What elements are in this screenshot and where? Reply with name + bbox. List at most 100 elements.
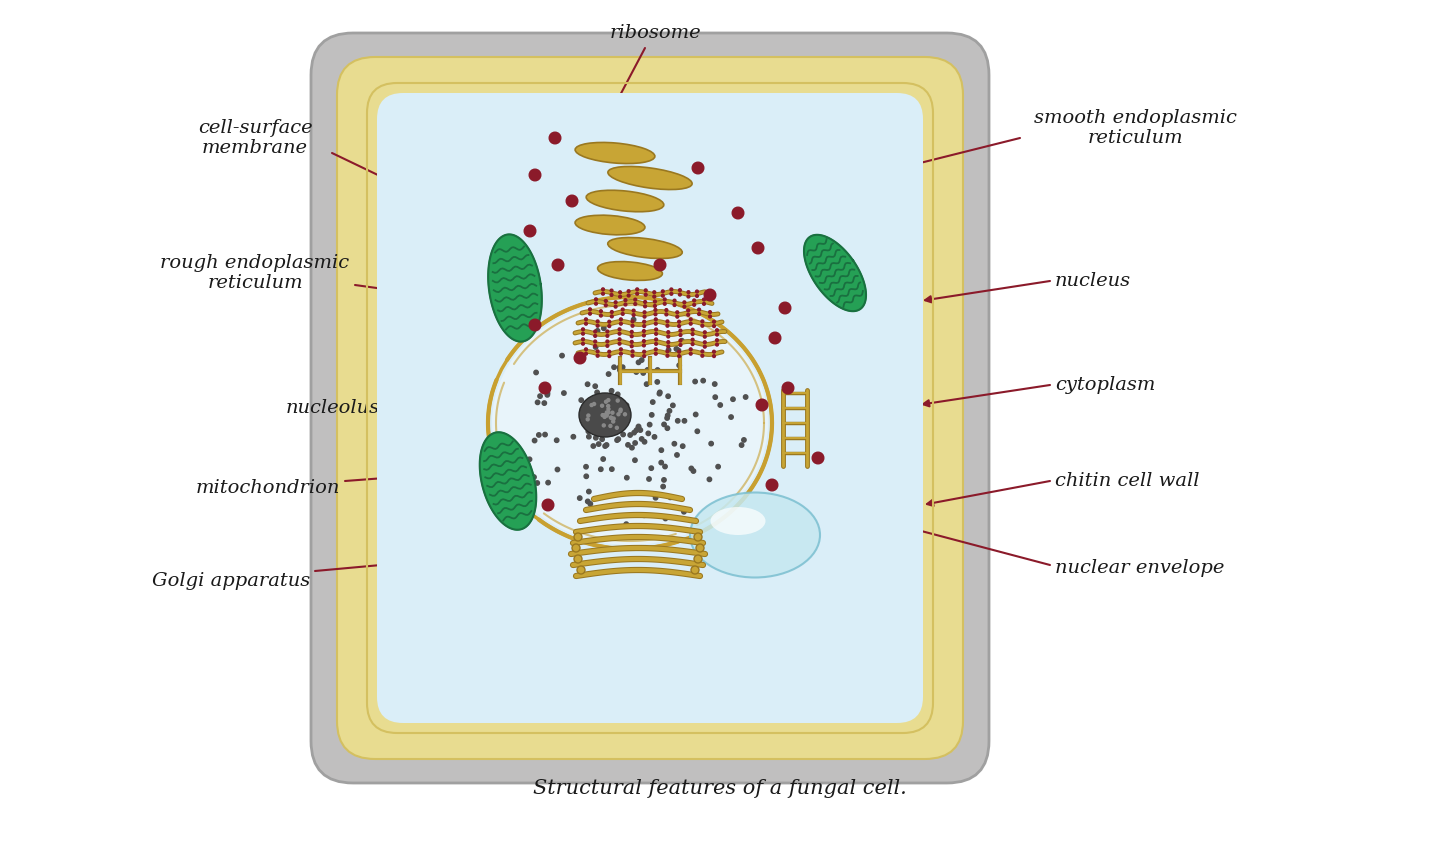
Circle shape xyxy=(603,427,608,432)
Circle shape xyxy=(654,309,657,311)
Circle shape xyxy=(621,432,625,437)
Circle shape xyxy=(618,365,622,369)
Circle shape xyxy=(589,308,592,311)
Circle shape xyxy=(693,303,696,306)
Circle shape xyxy=(606,335,609,337)
Circle shape xyxy=(687,314,690,316)
Circle shape xyxy=(703,330,706,334)
Circle shape xyxy=(596,354,599,357)
Circle shape xyxy=(615,438,619,443)
Circle shape xyxy=(593,345,596,347)
Circle shape xyxy=(698,309,700,311)
Circle shape xyxy=(572,544,580,552)
Circle shape xyxy=(588,502,592,506)
Circle shape xyxy=(631,345,634,347)
Circle shape xyxy=(600,405,603,407)
Circle shape xyxy=(629,445,634,450)
Circle shape xyxy=(701,379,706,383)
Circle shape xyxy=(708,442,713,446)
Circle shape xyxy=(611,416,613,420)
Circle shape xyxy=(680,330,683,332)
Circle shape xyxy=(644,293,647,296)
Circle shape xyxy=(562,391,566,395)
Circle shape xyxy=(602,288,605,291)
Circle shape xyxy=(602,293,605,295)
Circle shape xyxy=(596,442,600,446)
Circle shape xyxy=(619,352,622,355)
Circle shape xyxy=(713,351,716,353)
Circle shape xyxy=(680,339,684,343)
Circle shape xyxy=(624,298,626,302)
Circle shape xyxy=(612,417,615,420)
Circle shape xyxy=(730,397,736,401)
Circle shape xyxy=(632,431,636,435)
Circle shape xyxy=(642,344,645,346)
Circle shape xyxy=(645,382,649,386)
Circle shape xyxy=(667,325,668,327)
Circle shape xyxy=(586,429,590,433)
Circle shape xyxy=(595,298,598,301)
Circle shape xyxy=(616,437,621,442)
Circle shape xyxy=(605,411,609,414)
Circle shape xyxy=(713,320,716,323)
Circle shape xyxy=(593,340,596,343)
Circle shape xyxy=(527,457,531,461)
Circle shape xyxy=(595,329,600,333)
Circle shape xyxy=(665,309,668,311)
Circle shape xyxy=(554,438,559,443)
Circle shape xyxy=(539,382,550,394)
Circle shape xyxy=(667,320,668,323)
Circle shape xyxy=(605,414,608,417)
Circle shape xyxy=(713,395,717,400)
Circle shape xyxy=(596,350,599,352)
Circle shape xyxy=(619,322,622,325)
Circle shape xyxy=(655,332,658,336)
Circle shape xyxy=(613,421,618,425)
Circle shape xyxy=(687,295,690,298)
Circle shape xyxy=(658,390,662,395)
Circle shape xyxy=(605,299,608,303)
Circle shape xyxy=(716,333,719,336)
Circle shape xyxy=(667,330,670,334)
Circle shape xyxy=(639,437,644,441)
Circle shape xyxy=(716,464,720,469)
Ellipse shape xyxy=(608,238,683,259)
Circle shape xyxy=(631,341,634,343)
Circle shape xyxy=(667,345,670,348)
Circle shape xyxy=(683,301,685,303)
Circle shape xyxy=(619,348,622,351)
Circle shape xyxy=(628,294,631,297)
Circle shape xyxy=(690,348,693,351)
Circle shape xyxy=(605,443,609,447)
Circle shape xyxy=(691,343,694,346)
Circle shape xyxy=(622,418,626,422)
Circle shape xyxy=(546,393,550,397)
Circle shape xyxy=(605,413,608,416)
Circle shape xyxy=(585,348,588,351)
Circle shape xyxy=(624,303,626,306)
Circle shape xyxy=(611,416,615,420)
Circle shape xyxy=(713,382,717,386)
Circle shape xyxy=(779,302,791,314)
Circle shape xyxy=(690,466,694,470)
Circle shape xyxy=(596,320,599,323)
Circle shape xyxy=(681,444,685,448)
Circle shape xyxy=(678,355,681,357)
Circle shape xyxy=(675,315,678,318)
Circle shape xyxy=(634,303,636,305)
Circle shape xyxy=(606,405,609,407)
Circle shape xyxy=(694,555,703,563)
Circle shape xyxy=(611,310,613,314)
Circle shape xyxy=(696,290,698,293)
Circle shape xyxy=(586,499,590,503)
Circle shape xyxy=(707,477,711,481)
Text: mitochondrion: mitochondrion xyxy=(196,479,340,497)
Circle shape xyxy=(609,416,612,419)
Circle shape xyxy=(612,365,616,369)
Circle shape xyxy=(619,291,622,293)
Circle shape xyxy=(579,398,583,402)
Circle shape xyxy=(677,363,681,368)
Circle shape xyxy=(608,355,611,357)
Circle shape xyxy=(582,338,585,341)
Circle shape xyxy=(625,475,629,480)
